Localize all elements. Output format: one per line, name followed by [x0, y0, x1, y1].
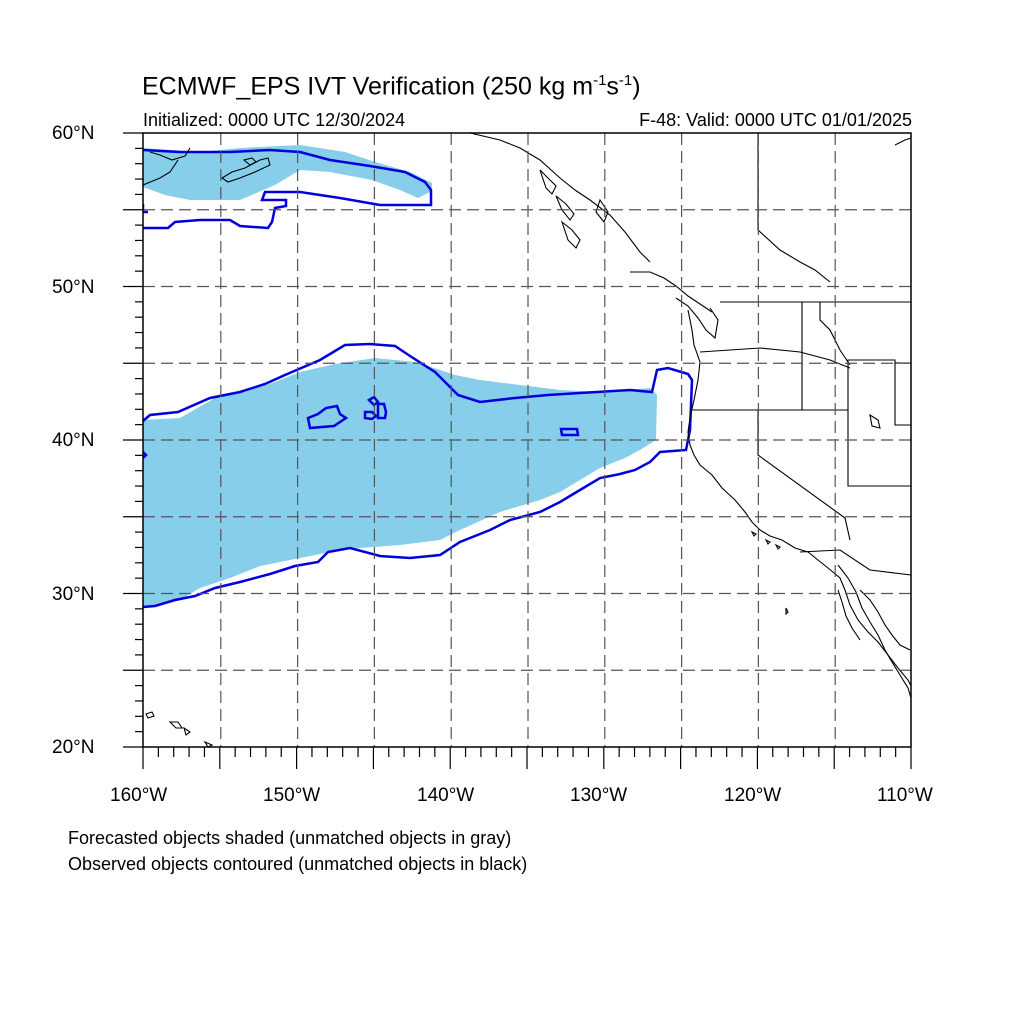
caption-observed: Observed objects contoured (unmatched ob… [68, 854, 528, 874]
caption-forecast: Forecasted objects shaded (unmatched obj… [68, 828, 512, 848]
init-time-label: Initialized: 0000 UTC 12/30/2024 [143, 110, 406, 130]
lon-label-160w: 160°W [110, 785, 168, 806]
observed-object-edge [143, 451, 148, 459]
map-title: ECMWF_EPS IVT Verification (250 kg m-1s-… [142, 72, 641, 101]
lat-label-20: 20°N [52, 737, 95, 758]
title-unit-s: s [606, 72, 619, 101]
graticule [143, 133, 911, 747]
lat-label-40: 40°N [52, 430, 95, 451]
forecast-object-north [143, 145, 432, 200]
lat-label-60: 60°N [52, 123, 95, 144]
observed-object-small-2 [363, 410, 378, 421]
lon-label-120w: 120°W [724, 785, 782, 806]
lon-label-140w: 140°W [417, 785, 475, 806]
observed-object-small-5 [559, 427, 580, 437]
lat-label-30: 30°N [52, 584, 95, 605]
lon-label-150w: 150°W [263, 785, 321, 806]
observed-object-small-1 [306, 404, 349, 430]
lon-label-130w: 130°W [570, 785, 628, 806]
axis-ticks [123, 132, 912, 769]
observed-object-north [143, 148, 433, 230]
forecast-object-main [143, 358, 657, 608]
lon-label-110w: 110°W [877, 785, 933, 806]
title-exponent-1: -1 [593, 72, 607, 89]
observed-object-north-fragment [143, 204, 148, 214]
observed-object-main [143, 342, 694, 609]
title-close: ) [632, 72, 641, 101]
valid-time-label: F-48: Valid: 0000 UTC 01/01/2025 [639, 110, 912, 130]
lat-label-50: 50°N [52, 277, 95, 298]
observed-object-small-4 [366, 395, 380, 407]
title-exponent-2: -1 [618, 72, 633, 89]
title-text: ECMWF_EPS IVT Verification (250 kg m [142, 72, 594, 101]
observed-object-small-3 [376, 402, 388, 420]
